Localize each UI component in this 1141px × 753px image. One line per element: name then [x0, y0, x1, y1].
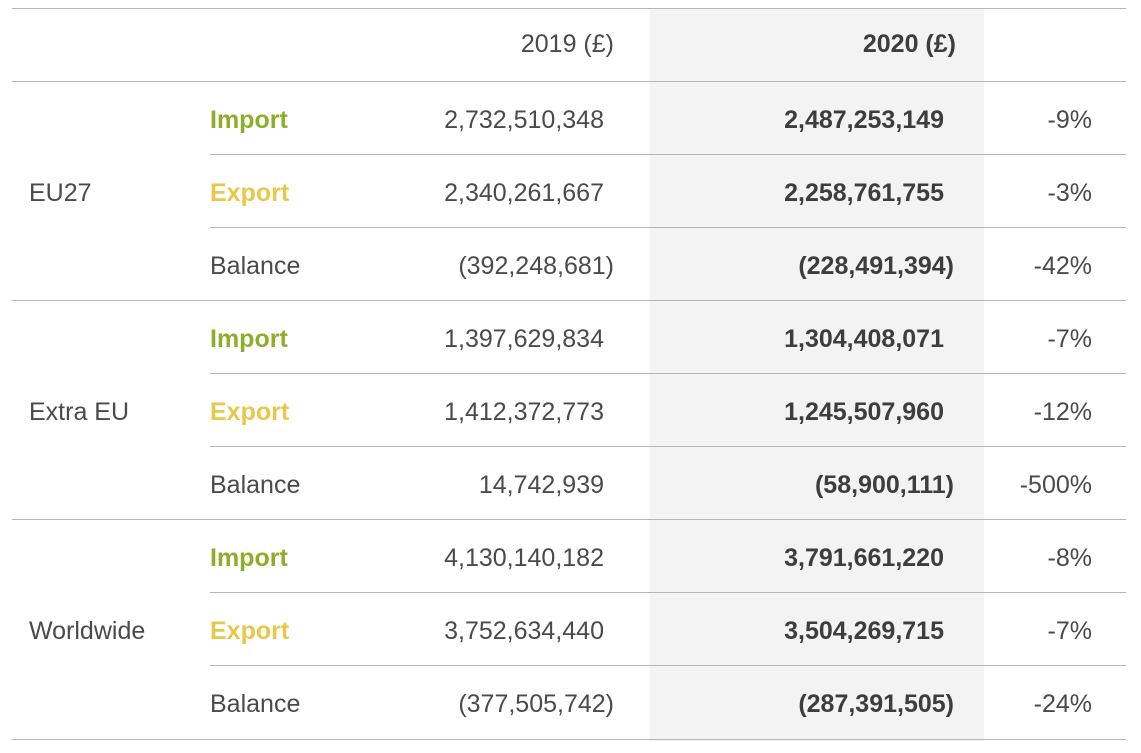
row-rule	[210, 592, 1126, 593]
header-2020: 2020 (£)	[862, 30, 956, 58]
header-rule	[12, 81, 1126, 82]
value-2019: 1,412,372,773	[444, 398, 604, 426]
change-percent: -9%	[1047, 106, 1092, 134]
change-percent: -12%	[1033, 398, 1092, 426]
value-2020: 2,258,761,755	[784, 179, 944, 207]
group-rule	[12, 300, 1126, 301]
row-type-export: Export	[210, 398, 290, 426]
header-2019: 2019 (£)	[520, 30, 614, 58]
change-percent: -3%	[1047, 179, 1092, 207]
row-rule	[210, 373, 1126, 374]
row-type-balance: Balance	[210, 471, 301, 499]
row-type-import: Import	[210, 544, 288, 572]
region-label-worldwide: Worldwide	[29, 617, 146, 645]
row-rule	[210, 227, 1126, 228]
region-label-eu27: EU27	[29, 179, 92, 207]
row-type-export: Export	[210, 617, 290, 645]
row-type-import: Import	[210, 325, 288, 353]
row-type-export: Export	[210, 179, 290, 207]
row-rule	[210, 446, 1126, 447]
value-2019: 4,130,140,182	[444, 544, 604, 572]
value-2019: (377,505,742)	[458, 690, 614, 718]
highlight-column-2020	[650, 8, 984, 741]
value-2019: 2,340,261,667	[444, 179, 604, 207]
value-2020: (58,900,111)	[814, 471, 954, 499]
region-label-extra-eu: Extra EU	[29, 398, 130, 426]
row-type-balance: Balance	[210, 252, 301, 280]
value-2019: 14,742,939	[478, 471, 604, 499]
value-2020: (287,391,505)	[798, 690, 954, 718]
value-2019: (392,248,681)	[458, 252, 614, 280]
table-top-rule	[12, 8, 1126, 9]
change-percent: -24%	[1033, 690, 1092, 718]
row-rule	[210, 665, 1126, 666]
change-percent: -8%	[1047, 544, 1092, 572]
change-percent: -42%	[1033, 252, 1092, 280]
value-2019: 3,752,634,440	[444, 617, 604, 645]
value-2020: 2,487,253,149	[784, 106, 944, 134]
group-rule	[12, 519, 1126, 520]
change-percent: -500%	[1019, 471, 1092, 499]
row-type-import: Import	[210, 106, 288, 134]
change-percent: -7%	[1047, 617, 1092, 645]
value-2019: 2,732,510,348	[444, 106, 604, 134]
change-percent: -7%	[1047, 325, 1092, 353]
value-2019: 1,397,629,834	[444, 325, 604, 353]
value-2020: (228,491,394)	[798, 252, 954, 280]
value-2020: 3,791,661,220	[784, 544, 944, 572]
row-rule	[210, 154, 1126, 155]
trade-table: 2019 (£) 2020 (£) EU27 Import 2,732,510,…	[12, 8, 1126, 741]
table-bottom-rule	[12, 739, 1126, 740]
value-2020: 1,245,507,960	[784, 398, 944, 426]
value-2020: 3,504,269,715	[784, 617, 944, 645]
value-2020: 1,304,408,071	[784, 325, 944, 353]
row-type-balance: Balance	[210, 690, 301, 718]
